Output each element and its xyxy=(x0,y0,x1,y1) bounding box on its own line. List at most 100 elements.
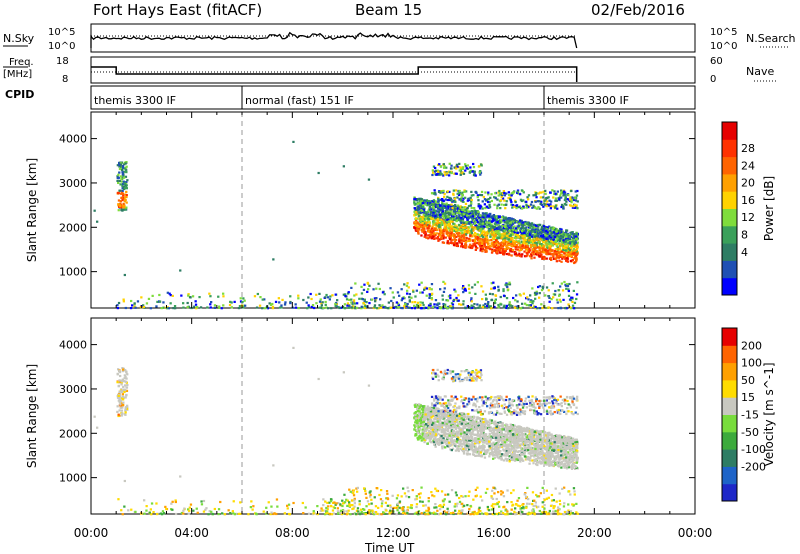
echo-point xyxy=(537,227,540,230)
echo-point xyxy=(506,227,509,230)
echo-point xyxy=(410,296,413,299)
echo-point xyxy=(342,502,345,505)
echo-point xyxy=(534,232,538,235)
echo-point xyxy=(514,513,517,516)
echo-point xyxy=(460,193,463,196)
echo-point xyxy=(469,234,472,237)
echo-point xyxy=(419,307,423,310)
echo-point xyxy=(454,207,457,210)
echo-point xyxy=(389,509,392,512)
echo-point xyxy=(549,232,552,235)
echo-point xyxy=(353,294,356,297)
echo-point xyxy=(544,294,547,297)
echo-point xyxy=(349,490,352,493)
echo-point xyxy=(440,218,443,221)
echo-point xyxy=(493,228,496,231)
echo-point xyxy=(539,492,542,495)
echo-point xyxy=(543,255,546,258)
echo-point xyxy=(425,236,428,239)
echo-point xyxy=(453,216,456,219)
echo-point xyxy=(547,449,550,452)
echo-point xyxy=(418,199,422,202)
echo-point xyxy=(354,307,357,310)
echo-point xyxy=(534,297,537,300)
echo-point xyxy=(525,252,528,255)
echo-point xyxy=(365,301,368,304)
echo-point xyxy=(454,225,457,228)
echo-point xyxy=(477,224,481,227)
echo-point xyxy=(509,248,513,251)
echo-point xyxy=(449,234,452,237)
echo-point xyxy=(125,201,128,204)
echo-point xyxy=(562,251,565,254)
echo-point xyxy=(334,293,337,296)
echo-point xyxy=(186,306,189,309)
echo-point xyxy=(120,196,124,199)
echo-point xyxy=(535,244,538,247)
echo-point xyxy=(547,306,550,309)
echo-point xyxy=(457,166,460,169)
echo-point xyxy=(442,232,445,235)
echo-point xyxy=(509,226,512,229)
echo-point xyxy=(126,179,129,182)
echo-point xyxy=(380,513,383,516)
echo-point xyxy=(497,491,500,494)
echo-point xyxy=(417,231,420,234)
echo-point xyxy=(531,287,534,290)
cpid-panel: CPID themis 3300 IF normal (fast) 151 IF t… xyxy=(5,85,696,110)
echo-point xyxy=(415,217,418,220)
echo-point xyxy=(463,215,466,218)
echo-point xyxy=(516,190,519,193)
echo-point xyxy=(417,211,420,214)
echo-point xyxy=(568,252,572,255)
echo-point xyxy=(462,303,465,306)
echo-point xyxy=(478,235,482,238)
echo-point xyxy=(347,509,350,512)
echo-point xyxy=(444,303,447,306)
echo-point xyxy=(447,493,450,496)
echo-point xyxy=(532,194,535,197)
echo-point xyxy=(534,238,537,241)
echo-point xyxy=(329,295,332,298)
echo-point xyxy=(123,479,126,483)
echo-point xyxy=(119,163,123,166)
echo-point xyxy=(473,235,476,238)
echo-point xyxy=(410,307,413,310)
echo-point xyxy=(388,511,391,514)
echo-point xyxy=(331,294,334,297)
echo-point xyxy=(495,227,498,230)
echo-point xyxy=(557,229,561,233)
echo-point xyxy=(280,306,283,309)
echo-point xyxy=(529,226,532,229)
echo-point xyxy=(302,512,305,515)
echo-point xyxy=(544,204,547,207)
echo-point xyxy=(237,512,240,515)
echo-point xyxy=(436,201,439,205)
echo-point xyxy=(436,203,439,206)
echo-point xyxy=(394,305,398,308)
echo-point xyxy=(535,493,538,497)
echo-point xyxy=(289,302,292,305)
echo-point xyxy=(560,228,563,231)
echo-point xyxy=(160,513,164,516)
echo-point xyxy=(416,198,419,201)
echo-point xyxy=(209,306,212,309)
echo-point xyxy=(455,244,459,247)
echo-point xyxy=(432,220,435,223)
echo-point xyxy=(468,244,472,247)
echo-point xyxy=(424,217,428,220)
echo-point xyxy=(351,507,354,511)
echo-point xyxy=(200,500,203,503)
echo-point xyxy=(338,512,341,515)
echo-point xyxy=(521,235,524,238)
echo-point xyxy=(457,209,460,212)
echo-point xyxy=(230,301,233,304)
echo-point xyxy=(370,502,373,505)
echo-point xyxy=(426,512,429,515)
echo-point xyxy=(463,230,466,233)
echo-point xyxy=(528,251,531,254)
echo-point xyxy=(118,189,121,192)
echo-point xyxy=(538,231,542,234)
echo-point xyxy=(391,291,394,294)
echo-point xyxy=(571,512,574,515)
